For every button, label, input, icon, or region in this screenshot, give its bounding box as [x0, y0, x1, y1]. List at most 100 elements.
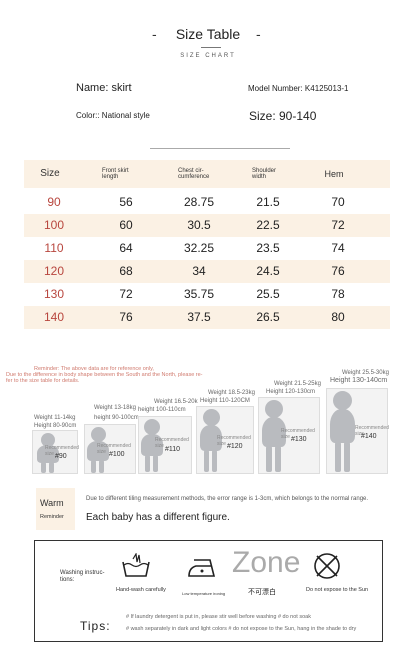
kid-4-rec: Recommended size: [217, 435, 251, 447]
cell-hem: 80: [331, 310, 345, 324]
product-name: Name: skirt: [76, 82, 132, 94]
cell-size: 140: [43, 310, 65, 324]
kid-4-size: #120: [227, 443, 243, 450]
kid-3-size: #110: [165, 446, 181, 453]
kid-6-rec: Recommended size: [355, 425, 389, 437]
kid-6-size: #140: [361, 433, 377, 440]
table-row: 130 72 35.75 25.5 78: [24, 283, 390, 306]
kid-1-weight: Weight 11-14kg: [34, 415, 76, 421]
kid-5-size: #130: [291, 436, 307, 443]
page-subtitle: SIZE CHART: [180, 53, 236, 59]
no-bleach-caption: 不可漂白: [248, 589, 276, 596]
hand-wash-icon: [122, 553, 150, 577]
cell-shoulder: 21.5: [256, 195, 280, 209]
kid-2-size: #100: [109, 451, 125, 458]
header-shoulder: Shoulder width: [252, 168, 277, 180]
table-row: 90 56 28.75 21.5 70: [24, 191, 390, 214]
kid-1-rec: Recommended size: [45, 445, 79, 457]
tips-label: Tips:: [80, 619, 111, 633]
cell-front: 68: [119, 264, 133, 278]
kid-4-weight: Weight 18.5-23kg: [208, 390, 255, 396]
kid-2-rec: Recommended size: [97, 443, 131, 455]
table-row: 100 60 30.5 22.5 72: [24, 214, 390, 237]
figure-note: Each baby has a different figure.: [86, 512, 230, 523]
warm-reminder-box: Warm Reminder: [36, 488, 75, 530]
kid-6-weight: Weight 25.5-30kg: [342, 370, 389, 376]
kid-4-height: Height 110-120CM: [200, 398, 250, 404]
cell-chest: 30.5: [187, 218, 211, 232]
cell-hem: 70: [331, 195, 345, 209]
cell-size: 120: [43, 264, 65, 278]
kid-4-frame: Recommended size #120: [196, 406, 254, 474]
kid-5-rec: Recommended size: [281, 428, 315, 440]
kid-6-height: Height 130-140cm: [330, 377, 388, 384]
page-title: Size Table: [175, 26, 241, 42]
cell-chest: 28.75: [183, 195, 215, 209]
cell-front: 76: [119, 310, 133, 324]
cell-front: 60: [119, 218, 133, 232]
header-front-length: Front skirt length: [102, 168, 129, 180]
cell-chest: 34: [192, 264, 206, 278]
table-row: 120 68 34 24.5 76: [24, 260, 390, 283]
kid-3-weight: Weight 16.5-20k: [154, 399, 198, 405]
kid-2-weight: Weight 13-18kg: [94, 405, 136, 411]
kid-5-height: Height 120-130cm: [266, 389, 316, 395]
product-color: Color:: National style: [76, 111, 150, 120]
kid-1-height: Height 80-90cm: [34, 423, 77, 429]
kid-5-weight: Weight 21.5-25kg: [274, 381, 321, 387]
cell-chest: 37.5: [187, 310, 211, 324]
warm-title: Warm: [40, 498, 64, 508]
notice-line-1: Reminder: The above data are for referen…: [34, 366, 154, 372]
measurement-note: Due to different tiling measurement meth…: [86, 496, 369, 502]
tip-1: # If laundry detergent is put in, please…: [126, 614, 311, 620]
kid-3-rec: Recommended size: [155, 437, 189, 449]
no-sun-icon: [314, 553, 340, 579]
cell-hem: 76: [331, 264, 345, 278]
cell-front: 56: [119, 195, 133, 209]
cell-front: 64: [119, 241, 133, 255]
washing-label: Washing instruc- tions:: [60, 570, 105, 583]
cell-hem: 74: [331, 241, 345, 255]
kid-5-frame: Recommended size #130: [258, 397, 320, 474]
cell-hem: 72: [331, 218, 345, 232]
table-row: 110 64 32.25 23.5 74: [24, 237, 390, 260]
header-chest: Chest cir- cumference: [178, 168, 210, 180]
sun-caption: Do not expose to the Sun: [306, 587, 369, 593]
cell-size: 130: [43, 287, 65, 301]
cell-shoulder: 23.5: [256, 241, 280, 255]
cell-shoulder: 24.5: [256, 264, 280, 278]
header-hem: Hem: [324, 169, 344, 179]
title-underline: [201, 47, 221, 48]
table-row: 140 76 37.5 26.5 80: [24, 306, 390, 329]
kid-2-height: height 90-100cm: [94, 415, 139, 421]
cell-chest: 35.75: [183, 287, 215, 301]
iron-icon: [188, 559, 216, 577]
zone-text: Zone: [232, 546, 301, 579]
kid-3-height: height 100-110cm: [138, 407, 186, 413]
tip-2: # wash separately in dark and light colo…: [126, 626, 357, 632]
kid-2-frame: Recommended size #100: [84, 424, 136, 474]
model-number: Model Number: K4125013-1: [248, 84, 349, 93]
kid-1-frame: Recommended size #90: [32, 430, 79, 474]
notice-line-2: Due to the difference in body shape betw…: [6, 372, 203, 378]
header-size: Size: [40, 168, 60, 179]
table-header-bg: [24, 160, 390, 188]
title-dash-right: -: [256, 26, 261, 42]
cell-shoulder: 25.5: [256, 287, 280, 301]
cell-chest: 32.25: [183, 241, 215, 255]
cell-shoulder: 22.5: [256, 218, 280, 232]
hand-wash-caption: Hand-wash carefully: [116, 587, 166, 593]
washing-box: [34, 540, 383, 642]
cell-hem: 78: [331, 287, 345, 301]
warm-subtitle: Reminder: [40, 514, 64, 520]
kid-3-frame: Recommended size #110: [138, 416, 192, 474]
kid-1-size: #90: [55, 453, 67, 460]
size-range: Size: 90-140: [249, 109, 317, 123]
notice-line-3: fer to the size table for details.: [6, 378, 80, 384]
cell-front: 72: [119, 287, 133, 301]
divider: [150, 148, 290, 149]
cell-size: 110: [44, 241, 64, 255]
kid-6-frame: Recommended size #140: [326, 388, 389, 474]
cell-size: 100: [43, 218, 65, 232]
cell-shoulder: 26.5: [256, 310, 280, 324]
